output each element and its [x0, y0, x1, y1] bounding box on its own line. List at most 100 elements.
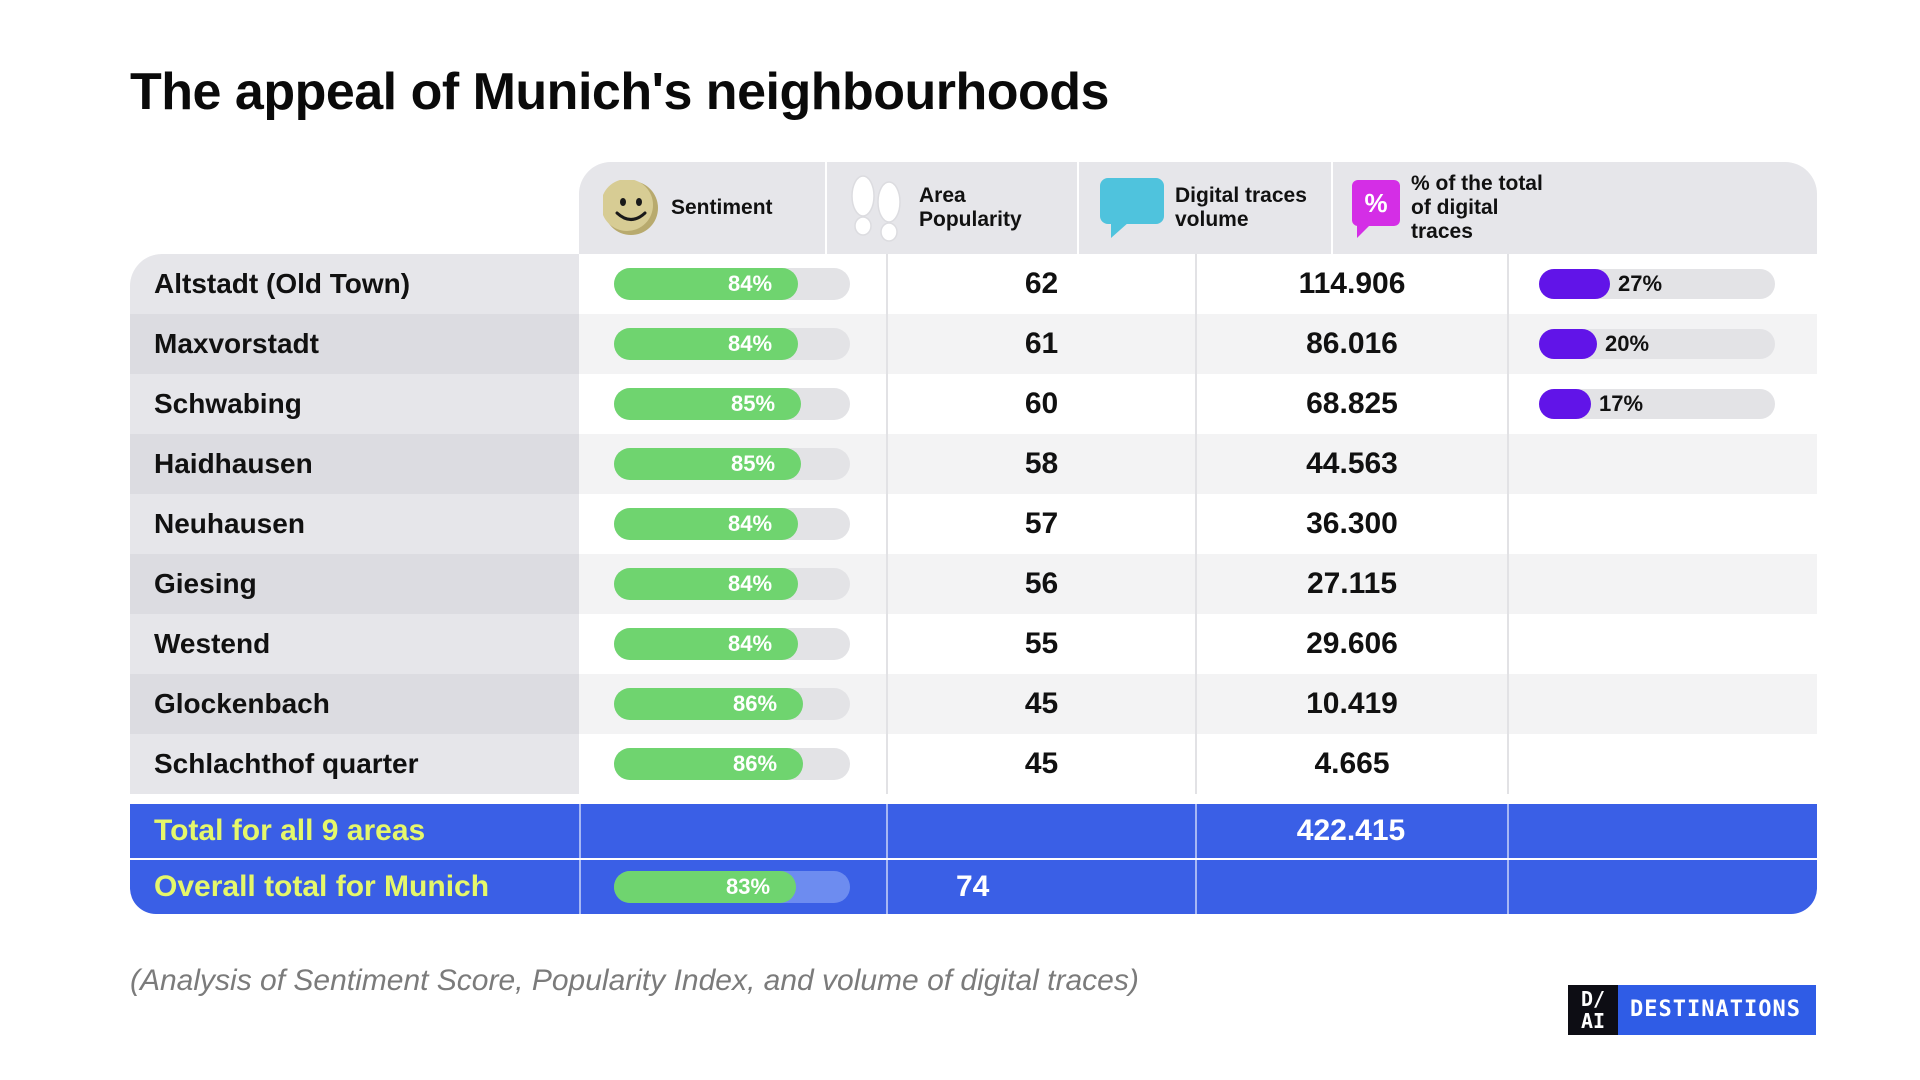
smiley-face-icon	[603, 180, 658, 235]
sentiment-value: 86%	[733, 691, 778, 716]
traces-value: 27.115	[1306, 567, 1398, 600]
popularity-value: 61	[1024, 327, 1059, 360]
column-divider	[1195, 494, 1197, 554]
share-value: 20%	[1605, 331, 1650, 356]
header-share-line3: traces	[1411, 220, 1473, 243]
column-divider	[579, 860, 581, 914]
neighbourhood-name: Altstadt (Old Town)	[154, 268, 411, 299]
header-traces-line2: volume	[1175, 208, 1249, 231]
sentiment-value: 84%	[728, 631, 773, 656]
share-value: 17%	[1599, 391, 1644, 416]
row-values: 84% 55 29.606	[579, 614, 1817, 674]
total-areas-row: Total for all 9 areas 422.415	[130, 804, 1817, 858]
neighbourhood-name: Schwabing	[154, 388, 302, 419]
percent-badge-icon: %	[1352, 180, 1400, 238]
popularity-value: 58	[1024, 447, 1059, 480]
total-areas-label: Total for all 9 areas	[154, 814, 426, 847]
column-divider	[886, 734, 888, 794]
column-divider	[886, 554, 888, 614]
row-name-cell: Neuhausen	[130, 494, 579, 554]
sentiment-bar-fill	[614, 568, 798, 600]
traces-value: 36.300	[1306, 507, 1398, 540]
sentiment-bar-fill	[614, 508, 798, 540]
sentiment-bar: 84%	[614, 328, 850, 360]
total-divider	[130, 858, 1817, 860]
column-divider	[1195, 314, 1197, 374]
footprints-icon	[851, 175, 901, 242]
column-divider	[1507, 614, 1509, 674]
row-name-cell: Glockenbach	[130, 674, 579, 734]
header-sentiment: Sentiment	[603, 162, 823, 254]
caption: (Analysis of Sentiment Score, Popularity…	[130, 964, 1139, 997]
sentiment-bar: 86%	[614, 688, 850, 720]
sentiment-bar: 84%	[614, 568, 850, 600]
header-share-label: % of the total of digital traces	[1411, 172, 1543, 244]
table-row: Maxvorstadt 84% 61 86.016 20%	[130, 314, 1817, 374]
table-row: Haidhausen 85% 58 44.563	[130, 434, 1817, 494]
logo-mark-top: D/	[1580, 987, 1606, 1011]
column-divider	[1195, 434, 1197, 494]
sentiment-value: 86%	[733, 751, 778, 776]
sentiment-value: 85%	[731, 391, 776, 416]
munich-sentiment-bar: 83%	[614, 871, 850, 903]
popularity-value: 56	[1024, 567, 1059, 600]
neighbourhood-name: Schlachthof quarter	[154, 748, 419, 779]
share-value: 27%	[1618, 271, 1663, 296]
sentiment-bar-fill	[614, 268, 798, 300]
traces-value: 86.016	[1306, 327, 1398, 360]
percent-badge-text: %	[1364, 188, 1387, 218]
row-values: 86% 45 4.665	[579, 734, 1817, 794]
dai-logo-mark: D/ AI	[1568, 985, 1618, 1035]
row-values: 86% 45 10.419	[579, 674, 1817, 734]
neighbourhood-name: Glockenbach	[154, 688, 330, 719]
traces-value: 68.825	[1306, 387, 1398, 420]
table-row: Schlachthof quarter 86% 45 4.665	[130, 734, 1817, 794]
column-divider	[1195, 804, 1197, 858]
header-popularity-line2: Popularity	[919, 208, 1022, 231]
header-traces-label: Digital traces volume	[1175, 184, 1307, 232]
column-divider	[1507, 374, 1509, 434]
table-header: Sentiment Area Popularity Digital traces	[579, 162, 1817, 254]
share-bar-fill	[1539, 389, 1591, 419]
traces-value: 10.419	[1306, 687, 1398, 720]
header-traces-line1: Digital traces	[1175, 184, 1307, 207]
column-divider	[579, 804, 581, 858]
neighbourhood-name: Neuhausen	[154, 508, 305, 539]
column-divider	[1195, 254, 1197, 314]
destinations-logo: D/ AI DESTINATIONS	[1568, 985, 1816, 1035]
header-popularity-label: Area Popularity	[919, 184, 1022, 232]
traces-value: 114.906	[1298, 267, 1406, 300]
column-divider	[1195, 374, 1197, 434]
column-divider	[886, 314, 888, 374]
header-popularity: Area Popularity	[845, 162, 1075, 254]
header-share-line2: of digital	[1411, 196, 1499, 219]
header-divider	[825, 162, 827, 254]
sentiment-value: 85%	[731, 451, 776, 476]
column-divider	[886, 254, 888, 314]
table-row: Neuhausen 84% 57 36.300	[130, 494, 1817, 554]
row-values: 84% 57 36.300	[579, 494, 1817, 554]
column-divider	[886, 374, 888, 434]
sentiment-bar-fill	[614, 448, 801, 480]
column-divider	[1507, 494, 1509, 554]
row-values: 85% 60 68.825 17%	[579, 374, 1817, 434]
share-bar: 17%	[1539, 389, 1775, 419]
header-divider	[1331, 162, 1333, 254]
column-divider	[1507, 554, 1509, 614]
column-divider	[1507, 434, 1509, 494]
share-bar-fill	[1539, 329, 1597, 359]
column-divider	[1195, 860, 1197, 914]
header-popularity-line1: Area	[919, 184, 966, 207]
column-divider	[886, 804, 888, 858]
sentiment-bar: 84%	[614, 628, 850, 660]
column-divider	[1507, 254, 1509, 314]
munich-sentiment-label: 83%	[726, 874, 771, 899]
neighbourhood-name: Maxvorstadt	[154, 328, 319, 359]
row-name-cell: Altstadt (Old Town)	[130, 254, 579, 314]
row-name-cell: Schwabing	[130, 374, 579, 434]
sentiment-bar: 84%	[614, 508, 850, 540]
sentiment-bar-fill	[614, 328, 798, 360]
sentiment-value: 84%	[728, 331, 773, 356]
speech-bubble-icon	[1100, 178, 1164, 238]
traces-value: 44.563	[1306, 447, 1398, 480]
